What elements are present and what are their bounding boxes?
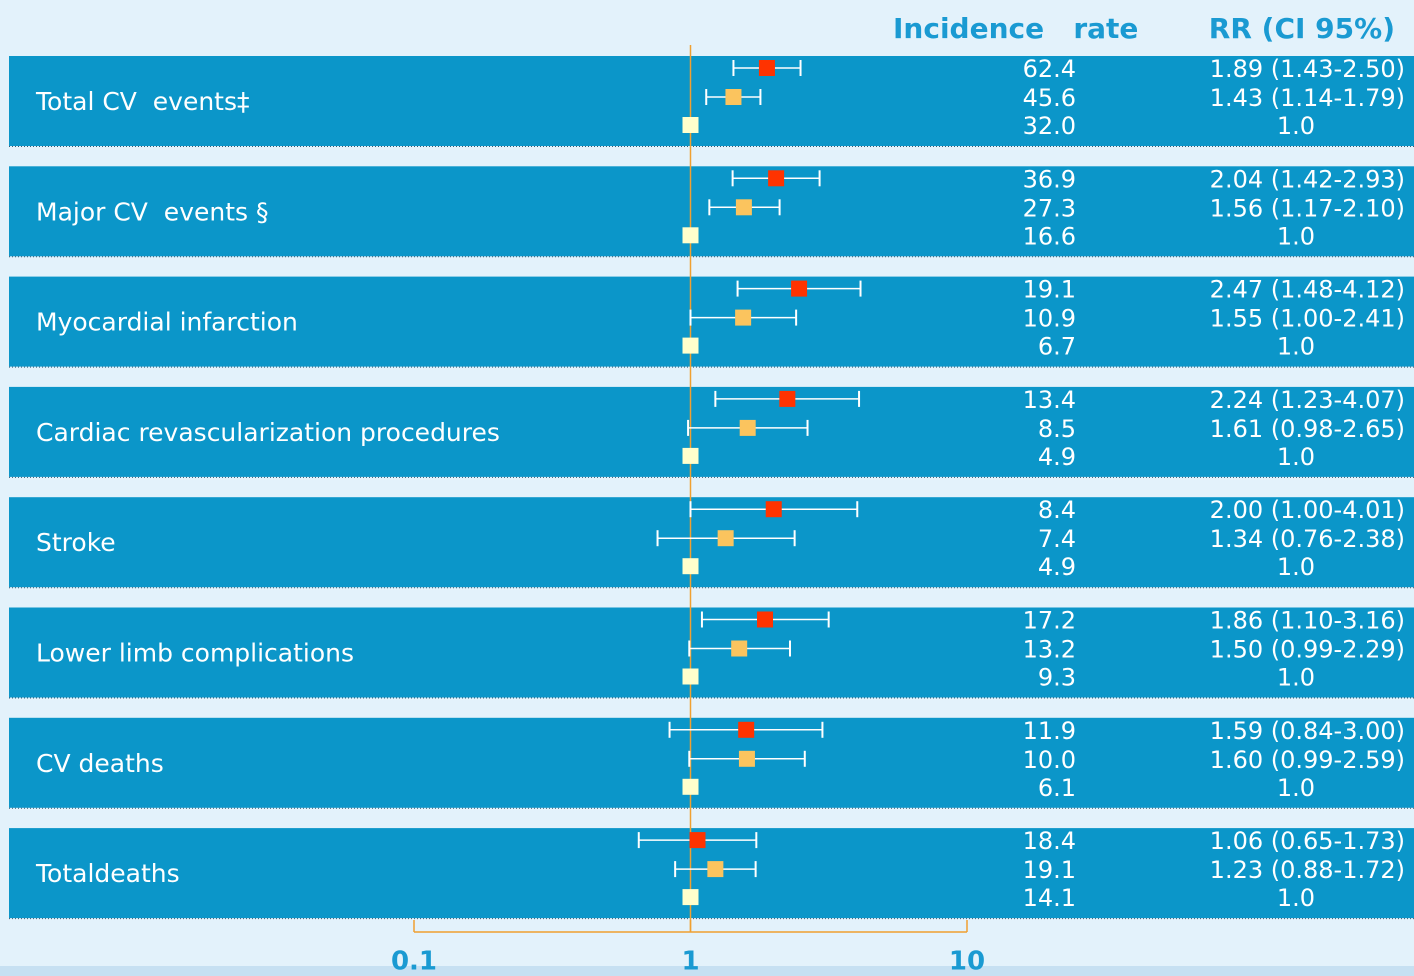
rr-label: 1.56 (1.17-2.10) xyxy=(1210,194,1405,222)
group-label: Lower limb complications xyxy=(36,639,354,668)
incidence-rate: 17.2 xyxy=(1023,607,1076,635)
x-tick-label: 10 xyxy=(949,947,985,976)
rr-marker xyxy=(738,721,755,738)
group-label: Myocardial infarction xyxy=(36,308,298,337)
rr-marker xyxy=(738,750,755,767)
rr-marker xyxy=(682,668,699,685)
rr-marker xyxy=(707,861,724,878)
incidence-rate: 19.1 xyxy=(1023,856,1076,884)
rr-label: 1.43 (1.14-1.79) xyxy=(1210,84,1405,112)
rr-header: RR (CI 95%) xyxy=(1209,12,1395,45)
rr-label: 1.50 (0.99-2.29) xyxy=(1210,636,1405,664)
rr-label: 1.86 (1.10-3.16) xyxy=(1210,607,1405,635)
incidence-rate: 6.7 xyxy=(1038,333,1076,361)
incidence-rate: 32.0 xyxy=(1023,112,1076,140)
rr-label: 1.89 (1.43-2.50) xyxy=(1210,55,1405,83)
group-label: Totaldeaths xyxy=(35,859,180,888)
rr-label: 1.0 xyxy=(1277,112,1315,140)
group-label: Major CV events § xyxy=(36,197,268,226)
incidence-rate: 13.4 xyxy=(1023,386,1076,414)
rr-marker xyxy=(791,280,808,297)
rr-label: 1.06 (0.65-1.73) xyxy=(1210,827,1405,855)
rr-label: 1.23 (0.88-1.72) xyxy=(1210,856,1405,884)
rr-marker xyxy=(682,227,699,244)
rr-label: 1.0 xyxy=(1277,884,1315,912)
incidence-rate: 7.4 xyxy=(1038,525,1076,553)
bottom-strip xyxy=(0,966,1414,976)
rr-label: 2.24 (1.23-4.07) xyxy=(1210,386,1405,414)
rr-label: 1.61 (0.98-2.65) xyxy=(1210,415,1405,443)
rr-marker xyxy=(765,501,782,518)
rr-marker xyxy=(682,778,699,795)
rr-marker xyxy=(779,390,796,407)
group-band xyxy=(9,56,1414,146)
incidence-rate: 9.3 xyxy=(1038,664,1076,692)
rr-marker xyxy=(758,60,775,76)
rr-marker xyxy=(682,337,699,354)
group-label: Cardiac revascularization procedures xyxy=(36,418,500,447)
rr-marker xyxy=(689,832,706,849)
incidence-rate: 36.9 xyxy=(1023,165,1076,193)
group-label: Total CV events‡ xyxy=(35,87,250,116)
rr-marker xyxy=(682,447,699,464)
rr-marker xyxy=(682,558,699,575)
incidence-rate: 10.9 xyxy=(1023,305,1076,333)
rr-label: 1.0 xyxy=(1277,553,1315,581)
incidence-rate: 11.9 xyxy=(1023,717,1076,745)
rr-label: 1.55 (1.00-2.41) xyxy=(1210,305,1405,333)
incidence-rate: 27.3 xyxy=(1023,194,1076,222)
incidence-rate: 10.0 xyxy=(1023,746,1076,774)
x-tick-label: 1 xyxy=(681,947,699,976)
x-tick-label: 0.1 xyxy=(391,947,437,976)
rr-label: 1.0 xyxy=(1277,222,1315,250)
rr-label: 1.34 (0.76-2.38) xyxy=(1210,525,1405,553)
rr-marker xyxy=(768,170,785,187)
rr-marker xyxy=(735,309,752,326)
group-band xyxy=(9,497,1414,588)
rr-marker xyxy=(735,199,752,216)
incidence-rate: 45.6 xyxy=(1023,84,1076,112)
rr-marker xyxy=(731,640,748,657)
rr-label: 1.0 xyxy=(1277,333,1315,361)
rr-marker xyxy=(757,611,774,628)
incidence-rate: 19.1 xyxy=(1023,276,1076,304)
rr-label: 2.00 (1.00-4.01) xyxy=(1210,496,1405,524)
group-label: CV deaths xyxy=(36,749,164,778)
rr-label: 1.0 xyxy=(1277,443,1315,471)
rr-marker xyxy=(682,117,699,133)
group-band xyxy=(9,717,1414,808)
incidence-rate: 4.9 xyxy=(1038,443,1076,471)
incidence-rate: 62.4 xyxy=(1023,55,1076,83)
rr-label: 1.0 xyxy=(1277,664,1315,692)
incidence-rate: 16.6 xyxy=(1023,222,1076,250)
incidence-rate: 14.1 xyxy=(1023,884,1076,912)
incidence-rate: 4.9 xyxy=(1038,553,1076,581)
incidence-rate: 8.5 xyxy=(1038,415,1076,443)
group-band xyxy=(9,386,1414,477)
incidence-header: Incidence rate xyxy=(893,12,1138,45)
rr-marker xyxy=(682,889,699,906)
incidence-rate: 18.4 xyxy=(1023,827,1076,855)
incidence-rate: 8.4 xyxy=(1038,496,1076,524)
group-label: Stroke xyxy=(36,528,116,557)
rr-marker xyxy=(717,530,734,547)
incidence-rate: 6.1 xyxy=(1038,774,1076,802)
group-band xyxy=(9,607,1414,698)
group-band xyxy=(9,276,1414,367)
incidence-rate: 13.2 xyxy=(1023,636,1076,664)
rr-label: 1.59 (0.84-3.00) xyxy=(1210,717,1405,745)
rr-marker xyxy=(739,419,756,436)
rr-label: 2.47 (1.48-4.12) xyxy=(1210,276,1405,304)
rr-label: 1.60 (0.99-2.59) xyxy=(1210,746,1405,774)
rr-label: 2.04 (1.42-2.93) xyxy=(1210,165,1405,193)
rr-marker xyxy=(725,89,742,105)
rr-label: 1.0 xyxy=(1277,774,1315,802)
group-band xyxy=(9,166,1414,257)
